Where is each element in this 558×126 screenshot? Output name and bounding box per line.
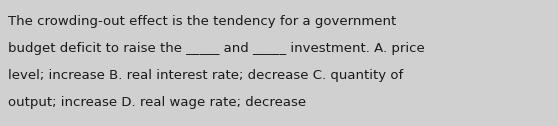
- Text: budget deficit to raise the _____ and _____ investment. A. price: budget deficit to raise the _____ and __…: [8, 42, 425, 55]
- Text: output; increase D. real wage rate; decrease: output; increase D. real wage rate; decr…: [8, 96, 306, 109]
- Text: level; increase B. real interest rate; decrease C. quantity of: level; increase B. real interest rate; d…: [8, 69, 403, 82]
- Text: The crowding-out effect is the tendency for a government: The crowding-out effect is the tendency …: [8, 15, 397, 28]
